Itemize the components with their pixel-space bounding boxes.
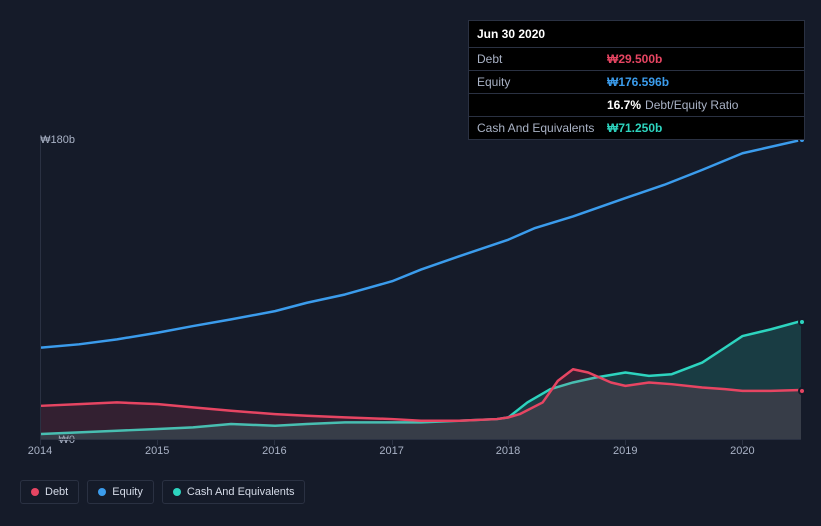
tooltip-row-label: Debt	[477, 52, 607, 66]
x-axis-label: 2014	[28, 445, 52, 457]
x-axis-label: 2016	[262, 445, 286, 457]
tooltip-row: 16.7% Debt/Equity Ratio	[469, 93, 804, 116]
tooltip-row-label: Equity	[477, 75, 607, 89]
legend-item-equity[interactable]: Equity	[87, 480, 154, 504]
legend-label: Equity	[112, 486, 143, 498]
legend-item-debt[interactable]: Debt	[20, 480, 79, 504]
tooltip-row-value: 16.7%	[607, 98, 641, 112]
legend-label: Debt	[45, 486, 68, 498]
tooltip-row: Cash And Equivalents₩71.250b	[469, 116, 804, 139]
chart-legend: Debt Equity Cash And Equivalents	[20, 480, 305, 504]
x-axis-label: 2020	[730, 445, 754, 457]
series-end-marker	[798, 387, 806, 395]
legend-label: Cash And Equivalents	[187, 486, 295, 498]
tooltip-row: Equity₩176.596b	[469, 70, 804, 93]
tooltip-title: Jun 30 2020	[469, 21, 804, 47]
legend-dot	[98, 488, 106, 496]
x-axis-label: 2018	[496, 445, 520, 457]
tooltip-row-label	[477, 98, 607, 112]
chart-tooltip: Jun 30 2020 Debt₩29.500bEquity₩176.596b1…	[468, 20, 805, 140]
x-axis-label: 2017	[379, 445, 403, 457]
chart-svg	[41, 140, 801, 439]
tooltip-row-value: ₩176.596b	[607, 75, 669, 89]
x-axis-label: 2019	[613, 445, 637, 457]
chart-area: ₩0₩180b	[20, 140, 801, 440]
tooltip-row-secondary: Debt/Equity Ratio	[645, 98, 738, 112]
tooltip-row-label: Cash And Equivalents	[477, 121, 607, 135]
legend-dot	[173, 488, 181, 496]
legend-item-cash-and-equivalents[interactable]: Cash And Equivalents	[162, 480, 306, 504]
x-axis: 2014201520162017201820192020	[40, 445, 801, 465]
series-end-marker	[798, 318, 806, 326]
chart-plot	[40, 140, 801, 440]
tooltip-row-value: ₩29.500b	[607, 52, 662, 66]
tooltip-row: Debt₩29.500b	[469, 47, 804, 70]
series-line-equity	[41, 140, 801, 348]
legend-dot	[31, 488, 39, 496]
x-axis-label: 2015	[145, 445, 169, 457]
tooltip-row-value: ₩71.250b	[607, 121, 662, 135]
